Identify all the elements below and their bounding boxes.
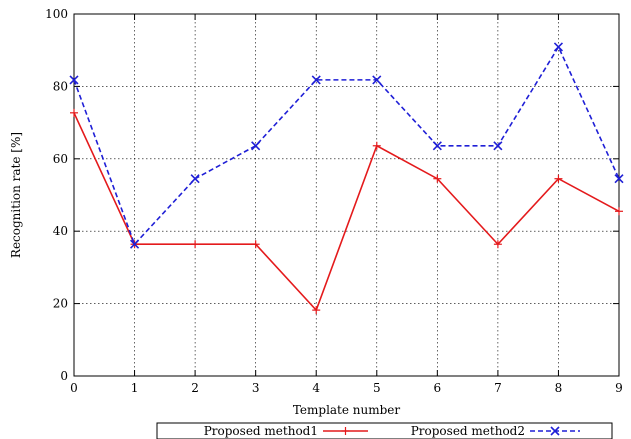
data-point xyxy=(615,207,623,216)
y-tick-label: 20 xyxy=(53,297,68,311)
legend-marker xyxy=(341,427,350,435)
data-point xyxy=(311,75,321,85)
x-tick-label: 9 xyxy=(615,381,623,395)
legend: Proposed method1 Proposed method2 xyxy=(156,422,613,439)
data-point xyxy=(69,75,79,85)
series-line xyxy=(73,112,620,312)
y-tick-label: 100 xyxy=(45,7,68,21)
x-tick-label: 6 xyxy=(434,381,442,395)
data-point xyxy=(312,306,321,315)
series-line xyxy=(73,45,620,246)
x-tick-label: 7 xyxy=(494,381,502,395)
data-point xyxy=(614,174,624,184)
data-point xyxy=(251,240,260,249)
x-axis-label: Template number xyxy=(293,403,401,417)
y-tick-label: 40 xyxy=(53,224,68,238)
data-point xyxy=(554,174,563,183)
x-tick-label: 0 xyxy=(70,381,78,395)
series-1 xyxy=(70,108,623,315)
legend-label: Proposed method2 xyxy=(411,424,525,438)
data-point xyxy=(129,239,140,249)
x-tick-label: 3 xyxy=(252,381,260,395)
grid-lines xyxy=(74,14,619,376)
x-tick-label: 8 xyxy=(555,381,563,395)
data-point xyxy=(493,240,502,249)
data-point xyxy=(372,75,382,85)
x-tick-label: 2 xyxy=(191,381,199,395)
data-point xyxy=(70,108,78,117)
data-point xyxy=(493,141,503,151)
data-point xyxy=(191,240,200,249)
data-point xyxy=(553,42,564,52)
data-point xyxy=(433,174,442,183)
data-point xyxy=(190,174,200,184)
data-point xyxy=(251,141,261,151)
series-2 xyxy=(69,42,624,249)
y-tick-label: 0 xyxy=(60,369,68,383)
data-point xyxy=(372,141,381,150)
x-tick-label: 5 xyxy=(373,381,381,395)
legend-marker xyxy=(550,426,560,436)
x-tick-label: 4 xyxy=(312,381,320,395)
axis-ticks: 0 20 40 60 80 100 0 1 2 3 4 5 6 7 8 9 xyxy=(45,7,623,395)
data-point xyxy=(432,141,442,151)
y-tick-label: 60 xyxy=(53,152,68,166)
x-tick-label: 1 xyxy=(131,381,139,395)
plot-frame xyxy=(73,13,620,377)
legend-label: Proposed method1 xyxy=(204,424,318,438)
y-tick-label: 80 xyxy=(53,79,68,93)
y-axis-label: Recognition rate [%] xyxy=(9,132,23,258)
series-layer xyxy=(69,42,624,315)
legend-box xyxy=(156,422,613,439)
